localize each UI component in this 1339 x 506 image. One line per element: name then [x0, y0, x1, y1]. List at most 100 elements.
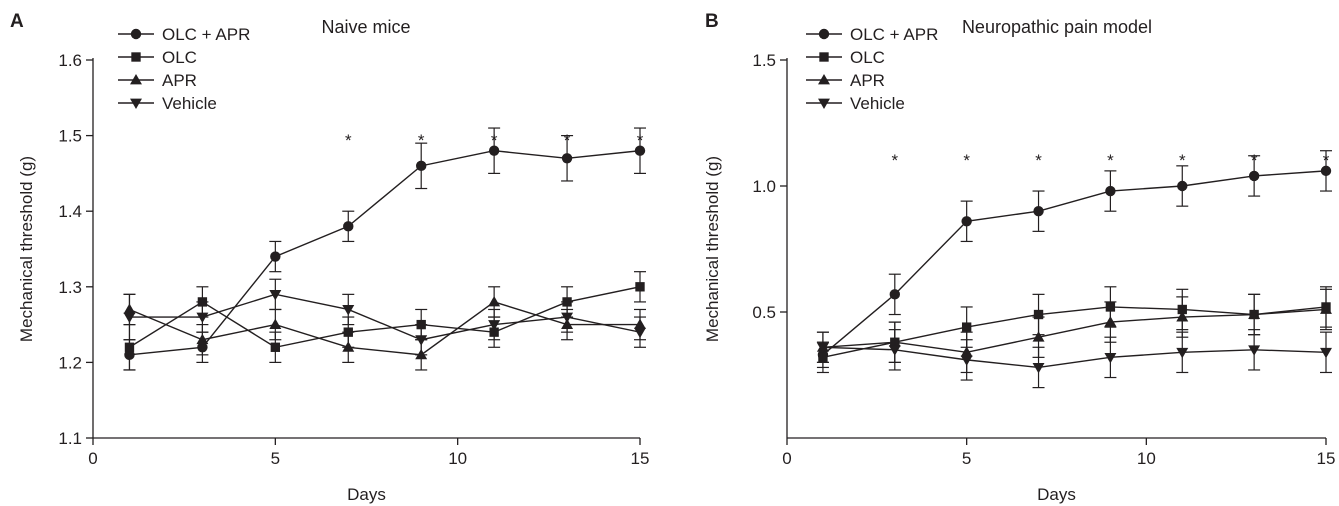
series-vehicle: [123, 278, 646, 356]
y-tick-label: 1.5: [752, 51, 776, 70]
chart-panel-a: A Naive mice 1.1 1.2 1.3 1.4 1.5 1.6 0 5 10 15 Days M…: [10, 11, 649, 504]
x-axis-label: Days: [347, 485, 386, 504]
x-tick-label: 0: [88, 449, 97, 468]
x-tick-label: 10: [448, 449, 467, 468]
data-point: [269, 289, 282, 301]
data-point: [960, 355, 973, 366]
significance-marker: *: [637, 131, 644, 150]
series-line: [129, 150, 641, 356]
data-point: [1320, 347, 1332, 359]
data-point: [1248, 308, 1261, 319]
data-point: [343, 221, 354, 232]
data-point: [1248, 170, 1260, 182]
legend-label: APR: [850, 71, 885, 90]
significance-marker: *: [564, 131, 571, 150]
legend-label: OLC: [162, 48, 197, 67]
data-point: [961, 322, 972, 332]
data-point: [1033, 309, 1044, 320]
significance-marker: *: [491, 131, 498, 150]
y-tick-label: 0.5: [752, 303, 776, 322]
data-point: [1032, 363, 1045, 374]
x-tick-label: 5: [962, 449, 971, 468]
data-point: [269, 318, 282, 330]
y-tick-label: 1.4: [58, 202, 82, 221]
significance-marker: *: [1323, 151, 1330, 170]
significance-marker: *: [891, 151, 898, 170]
data-point: [1320, 165, 1332, 177]
data-point: [124, 342, 135, 352]
x-tick-label: 15: [1317, 449, 1336, 468]
panel-letter: A: [10, 11, 24, 32]
data-point: [1032, 331, 1045, 342]
legend-label: Vehicle: [850, 94, 905, 113]
data-point: [1104, 316, 1117, 327]
data-point: [342, 341, 355, 352]
series-line: [822, 170, 1327, 356]
data-point: [634, 327, 646, 339]
data-point: [1177, 180, 1188, 192]
series-line: [129, 293, 641, 341]
data-point: [635, 282, 645, 292]
significance-marker: *: [1107, 151, 1114, 170]
significance-marker: *: [963, 151, 970, 170]
legend-marker: [130, 98, 142, 109]
y-tick-label: 1.1: [58, 429, 82, 448]
data-point: [196, 333, 209, 345]
data-point: [488, 295, 501, 307]
y-tick-label: 1.0: [752, 177, 776, 196]
series-line: [129, 301, 640, 356]
data-point: [888, 345, 901, 356]
legend-marker: [130, 74, 142, 85]
data-point: [634, 145, 646, 156]
chart-title: Naive mice: [321, 17, 410, 37]
legend-label: APR: [162, 71, 197, 90]
data-point: [1248, 345, 1261, 356]
data-point: [1320, 303, 1332, 314]
data-point: [961, 216, 972, 227]
legend-marker: [818, 28, 830, 40]
data-point: [1105, 185, 1116, 197]
data-point: [561, 153, 573, 164]
significance-marker: *: [345, 131, 352, 150]
significance-marker: *: [1179, 151, 1186, 170]
data-point: [342, 305, 355, 316]
panel-letter: B: [705, 11, 719, 32]
data-point: [415, 335, 428, 346]
data-point: [196, 312, 209, 324]
legend-label: Vehicle: [162, 94, 217, 113]
data-point: [123, 312, 136, 324]
data-point: [1176, 347, 1189, 359]
legend-marker: [131, 52, 141, 62]
y-tick-label: 1.6: [58, 51, 82, 70]
x-tick-label: 10: [1137, 449, 1156, 468]
series-apr: [123, 286, 646, 371]
data-point: [488, 320, 501, 331]
legend-label: OLC + APR: [850, 25, 938, 44]
data-point: [270, 342, 281, 352]
series-line: [822, 346, 1327, 369]
significance-marker: *: [1251, 151, 1258, 170]
legend-marker: [819, 52, 829, 62]
x-tick-label: 5: [271, 449, 280, 468]
x-axis-label: Days: [1037, 485, 1076, 504]
x-tick-label: 0: [782, 449, 791, 468]
series-line: [822, 306, 1327, 359]
series-line: [822, 308, 1327, 354]
series-line: [129, 286, 641, 349]
significance-marker: *: [1035, 151, 1042, 170]
significance-marker: *: [418, 131, 425, 150]
data-point: [1176, 311, 1189, 322]
x-tick-label: 15: [631, 449, 650, 468]
y-axis-label: Mechanical threshold (g): [17, 156, 36, 342]
data-point: [816, 342, 829, 354]
legend-label: OLC: [850, 48, 885, 67]
data-point: [270, 251, 281, 262]
y-axis-label: Mechanical threshold (g): [703, 156, 722, 342]
series-apr: [816, 288, 1332, 374]
data-point: [1104, 352, 1117, 364]
data-point: [416, 160, 427, 172]
chart-panel-b: B Neuropathic pain model 0.5 1.0 1.5 0 5 10 15 Da…: [703, 11, 1335, 504]
legend-marker: [130, 28, 142, 40]
y-tick-label: 1.5: [58, 127, 82, 146]
